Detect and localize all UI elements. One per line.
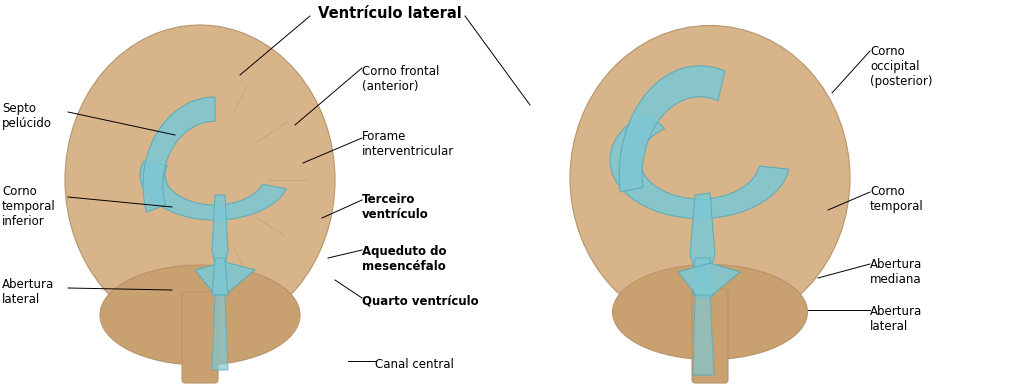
- Text: Ventrículo lateral: Ventrículo lateral: [318, 6, 462, 21]
- Polygon shape: [140, 161, 287, 220]
- Polygon shape: [693, 258, 714, 295]
- Text: Corno
occipital
(posterior): Corno occipital (posterior): [870, 45, 933, 88]
- FancyBboxPatch shape: [692, 289, 728, 383]
- Polygon shape: [212, 258, 228, 295]
- Text: Corno frontal
(anterior): Corno frontal (anterior): [362, 65, 439, 93]
- Text: Abertura
lateral: Abertura lateral: [2, 278, 54, 306]
- Ellipse shape: [570, 25, 850, 330]
- Text: Terceiro
ventrículo: Terceiro ventrículo: [362, 193, 429, 221]
- Text: Abertura
lateral: Abertura lateral: [870, 305, 923, 333]
- Text: Canal central: Canal central: [375, 358, 454, 371]
- Ellipse shape: [612, 265, 808, 359]
- Polygon shape: [678, 263, 740, 297]
- Text: Abertura
mediana: Abertura mediana: [870, 258, 923, 286]
- Polygon shape: [610, 113, 788, 218]
- Text: Aqueduto do
mesencéfalo: Aqueduto do mesencéfalo: [362, 245, 446, 273]
- Polygon shape: [195, 262, 255, 295]
- Polygon shape: [693, 295, 714, 375]
- Text: Corno
temporal: Corno temporal: [870, 185, 924, 213]
- Polygon shape: [212, 295, 228, 370]
- Polygon shape: [690, 193, 715, 270]
- Ellipse shape: [65, 25, 335, 335]
- Text: Forame
interventricular: Forame interventricular: [362, 130, 455, 158]
- Text: Septo
pelúcido: Septo pelúcido: [2, 102, 52, 130]
- Ellipse shape: [100, 265, 300, 365]
- Polygon shape: [620, 66, 725, 192]
- Polygon shape: [212, 195, 228, 265]
- Text: Corno
temporal
inferior: Corno temporal inferior: [2, 185, 55, 228]
- Polygon shape: [143, 97, 215, 212]
- Text: Quarto ventrículo: Quarto ventrículo: [362, 295, 478, 308]
- FancyBboxPatch shape: [182, 292, 218, 383]
